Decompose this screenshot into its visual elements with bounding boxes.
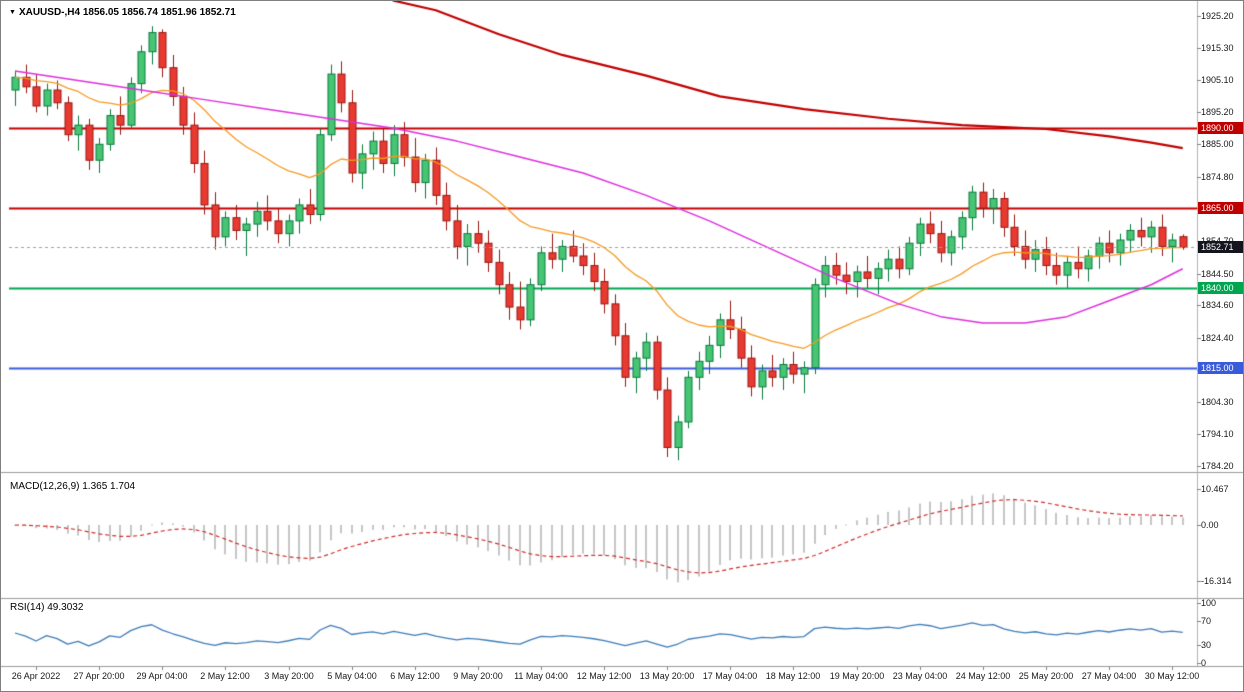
price-line-badge: 1865.00 [1198, 202, 1243, 214]
price-axis-label: 1885.00 [1201, 139, 1234, 149]
price-line-badge: 1840.00 [1198, 282, 1243, 294]
time-axis-label: 23 May 04:00 [892, 671, 948, 681]
price-line-badge: 1815.00 [1198, 362, 1243, 374]
symbol-marker-icon: ▼ [9, 9, 16, 16]
price-axis-label: 1784.20 [1201, 461, 1234, 471]
macd-axis-label: 0.00 [1201, 520, 1219, 530]
macd-axis-label: -16.314 [1201, 576, 1232, 586]
price-axis-label: 1915.30 [1201, 43, 1234, 53]
time-axis-label: 26 Apr 2022 [11, 671, 61, 681]
time-axis-label: 11 May 04:00 [514, 671, 568, 681]
time-axis-label: 19 May 20:00 [829, 671, 885, 681]
chart-title: ▼ XAUUSD-,H4 1856.05 1856.74 1851.96 1852… [9, 7, 236, 18]
price-axis-label: 1874.80 [1201, 172, 1234, 182]
macd-axis-label: 10.467 [1201, 484, 1229, 494]
time-axis-label: 30 May 12:00 [1144, 671, 1200, 681]
time-axis-label: 5 May 04:00 [327, 671, 377, 681]
time-axis-label: 9 May 20:00 [453, 671, 503, 681]
rsi-axis-label: 70 [1201, 616, 1212, 626]
time-axis-label: 6 May 12:00 [390, 671, 440, 681]
time-axis-label: 24 May 12:00 [955, 671, 1011, 681]
rsi-indicator-label: RSI(14) 49.3032 [10, 602, 83, 613]
macd-current-values: 1.365 1.704 [82, 481, 136, 492]
rsi-axis-label: 30 [1201, 640, 1212, 650]
price-axis-label: 1925.20 [1201, 11, 1234, 21]
time-axis-label: 27 Apr 20:00 [73, 671, 125, 681]
price-axis-label: 1844.50 [1201, 269, 1234, 279]
price-line-badge: 1852.71 [1198, 241, 1243, 253]
rsi-axis-label: 100 [1201, 598, 1217, 608]
time-axis-label: 2 May 12:00 [200, 671, 250, 681]
macd-indicator-label: MACD(12,26,9) 1.365 1.704 [10, 481, 135, 492]
macd-name: MACD(12,26,9) [10, 481, 80, 492]
time-axis-label: 29 Apr 04:00 [136, 671, 188, 681]
time-axis-label: 12 May 12:00 [576, 671, 632, 681]
time-axis-label: 17 May 04:00 [702, 671, 758, 681]
price-axis-label: 1804.30 [1201, 397, 1234, 407]
time-axis-label: 18 May 12:00 [765, 671, 821, 681]
time-axis-label: 3 May 20:00 [264, 671, 314, 681]
ohlc-values: 1856.05 1856.74 1851.96 1852.71 [82, 7, 236, 18]
price-line-badge: 1890.00 [1198, 122, 1243, 134]
price-axis-label: 1905.10 [1201, 75, 1234, 85]
price-axis-label: 1794.10 [1201, 429, 1234, 439]
price-axis-label: 1824.40 [1201, 333, 1234, 343]
time-axis-label: 13 May 20:00 [639, 671, 695, 681]
price-axis-label: 1895.20 [1201, 107, 1234, 117]
price-axis-label: 1834.60 [1201, 300, 1234, 310]
rsi-axis-label: 0 [1201, 658, 1207, 668]
symbol-timeframe-label: XAUUSD-,H4 [18, 7, 81, 18]
rsi-name: RSI(14) [10, 602, 45, 613]
time-axis-label: 27 May 04:00 [1081, 671, 1137, 681]
time-axis-label: 25 May 20:00 [1018, 671, 1074, 681]
rsi-current-value: 49.3032 [47, 602, 84, 613]
